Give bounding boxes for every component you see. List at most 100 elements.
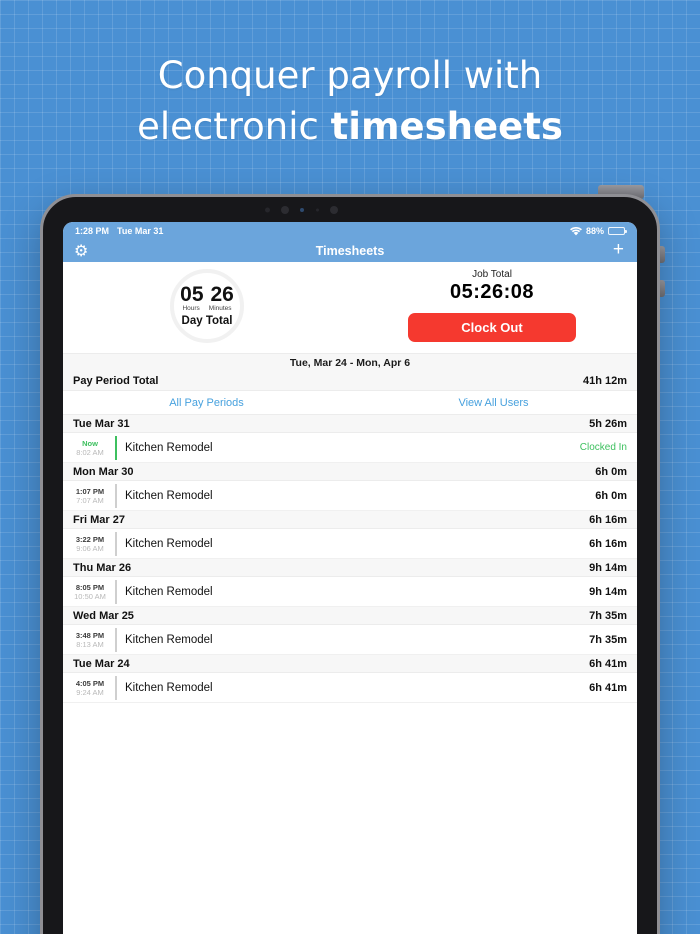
settings-gear-icon[interactable]: ⚙ [74,243,89,260]
hero-line1: Conquer payroll with [157,54,543,97]
pay-period-date-range: Tue, Mar 24 - Mon, Apr 6 [63,353,637,371]
battery-icon [608,227,627,235]
hero-line2-bold: timesheets [330,105,563,148]
day-group: Wed Mar 25 7h 35m 3:48 PM 8:13 AM Kitche… [63,607,637,655]
entry-status-bar [115,675,117,700]
day-total: 9h 14m [589,561,627,574]
entry-clock-in-time: 8:02 AM [76,447,104,457]
day-header: Thu Mar 26 9h 14m [63,559,637,577]
timesheet-entry-row[interactable]: 8:05 PM 10:50 AM Kitchen Remodel 9h 14m [63,577,637,607]
entry-times: 1:07 PM 7:07 AM [71,487,109,505]
entry-clock-out-time: 1:07 PM [75,486,105,496]
entry-clock-out-time: 3:48 PM [75,630,105,640]
hours-unit-label: Hours [182,305,200,312]
page-title: Timesheets [315,244,385,258]
entry-times: 8:05 PM 10:50 AM [71,583,109,601]
camera-dot-icon [316,208,319,212]
entry-clock-in-time: 8:13 AM [76,639,104,649]
entry-job-name: Kitchen Remodel [125,537,213,550]
hero-line2: electronic timesheets [137,105,563,148]
summary-section: 05 26 Hours Minutes Day Total Job Total … [63,262,637,353]
day-date: Mon Mar 30 [73,465,134,478]
status-date: Tue Mar 31 [117,226,164,236]
day-header: Tue Mar 31 5h 26m [63,415,637,433]
timesheet-entry-row[interactable]: 4:05 PM 9:24 AM Kitchen Remodel 6h 41m [63,673,637,703]
view-all-users-link[interactable]: View All Users [458,396,529,409]
entry-clock-out-time: 8:05 PM [75,582,105,592]
day-total: 6h 0m [595,465,627,478]
entry-clock-in-time: 7:07 AM [76,495,104,505]
entry-times: 4:05 PM 9:24 AM [71,679,109,697]
entry-clock-in-time: 9:06 AM [76,543,104,553]
app-screen: 1:28 PM Tue Mar 31 88% ⚙ Timesheets + 05 [63,222,637,934]
timesheet-entry-row[interactable]: 1:07 PM 7:07 AM Kitchen Remodel 6h 0m [63,481,637,511]
camera-dot-icon [281,206,289,214]
day-date: Tue Mar 31 [73,417,130,430]
entry-clock-out-time: 4:05 PM [75,678,105,688]
entry-times: 3:22 PM 9:06 AM [71,535,109,553]
entry-duration: 9h 14m [589,585,627,598]
timesheet-entry-row[interactable]: 3:22 PM 9:06 AM Kitchen Remodel 6h 16m [63,529,637,559]
day-group: Tue Mar 24 6h 41m 4:05 PM 9:24 AM Kitche… [63,655,637,703]
pay-period-total-label: Pay Period Total [73,374,159,387]
pay-period-total-value: 41h 12m [582,374,627,387]
day-total-minutes: 26 [210,283,234,306]
day-group: Mon Mar 30 6h 0m 1:07 PM 7:07 AM Kitchen… [63,463,637,511]
day-date: Tue Mar 24 [73,657,130,670]
day-group: Fri Mar 27 6h 16m 3:22 PM 9:06 AM Kitche… [63,511,637,559]
entry-clock-in-time: 9:24 AM [76,687,104,697]
wifi-icon [569,226,582,235]
ipad-frame: 1:28 PM Tue Mar 31 88% ⚙ Timesheets + 05 [40,194,660,934]
entry-duration: 6h 41m [589,681,627,694]
add-plus-icon[interactable]: + [612,239,624,260]
status-bar: 1:28 PM Tue Mar 31 88% [63,222,637,240]
pay-period-total-row: Pay Period Total 41h 12m [63,371,637,391]
nav-bar: ⚙ Timesheets + [63,239,637,262]
day-total-label: Day Total [181,315,233,327]
minutes-unit-label: Minutes [208,305,232,312]
day-header: Wed Mar 25 7h 35m [63,607,637,625]
battery-percent: 88% [585,226,604,236]
day-total: 5h 26m [589,417,627,430]
entry-duration: 6h 16m [589,537,627,550]
camera-dot-icon [265,207,270,213]
entry-times: Now 8:02 AM [71,439,109,457]
entry-job-name: Kitchen Remodel [125,489,213,502]
links-row: All Pay Periods View All Users [63,391,637,415]
day-header: Tue Mar 24 6h 41m [63,655,637,673]
timesheet-entry-row[interactable]: Now 8:02 AM Kitchen Remodel Clocked In [63,433,637,463]
day-header: Fri Mar 27 6h 16m [63,511,637,529]
entry-duration: Clocked In [579,442,627,453]
day-total-hours: 05 [180,283,204,306]
day-date: Fri Mar 27 [73,513,125,526]
status-time: 1:28 PM [75,226,110,236]
day-total-circle: 05 26 Hours Minutes Day Total [170,269,244,343]
all-pay-periods-link[interactable]: All Pay Periods [169,396,244,409]
entry-status-bar [115,627,117,652]
job-total-block: Job Total 05:26:08 Clock Out [408,269,576,342]
clock-out-button[interactable]: Clock Out [408,313,576,342]
entry-status-bar [115,435,117,460]
entry-clock-in-time: 10:50 AM [74,591,106,601]
job-total-label: Job Total [472,269,512,280]
job-total-value: 05:26:08 [449,281,535,303]
hero-headline: Conquer payroll with electronic timeshee… [0,50,700,152]
entry-duration: 6h 0m [595,489,627,502]
entry-job-name: Kitchen Remodel [125,441,213,454]
camera-dot-icon [330,206,338,214]
entry-job-name: Kitchen Remodel [125,585,213,598]
entry-status-bar [115,579,117,604]
entry-status-bar [115,531,117,556]
day-total: 6h 16m [589,513,627,526]
entry-status-bar [115,483,117,508]
entry-times: 3:48 PM 8:13 AM [71,631,109,649]
entry-duration: 7h 35m [589,633,627,646]
day-date: Thu Mar 26 [73,561,132,574]
entry-clock-out-time: Now [82,438,98,448]
timesheet-day-list: Tue Mar 31 5h 26m Now 8:02 AM Kitchen Re… [63,415,637,934]
camera-lens-icon [300,208,304,212]
day-date: Wed Mar 25 [73,609,134,622]
day-group: Thu Mar 26 9h 14m 8:05 PM 10:50 AM Kitch… [63,559,637,607]
entry-clock-out-time: 3:22 PM [75,534,105,544]
timesheet-entry-row[interactable]: 3:48 PM 8:13 AM Kitchen Remodel 7h 35m [63,625,637,655]
